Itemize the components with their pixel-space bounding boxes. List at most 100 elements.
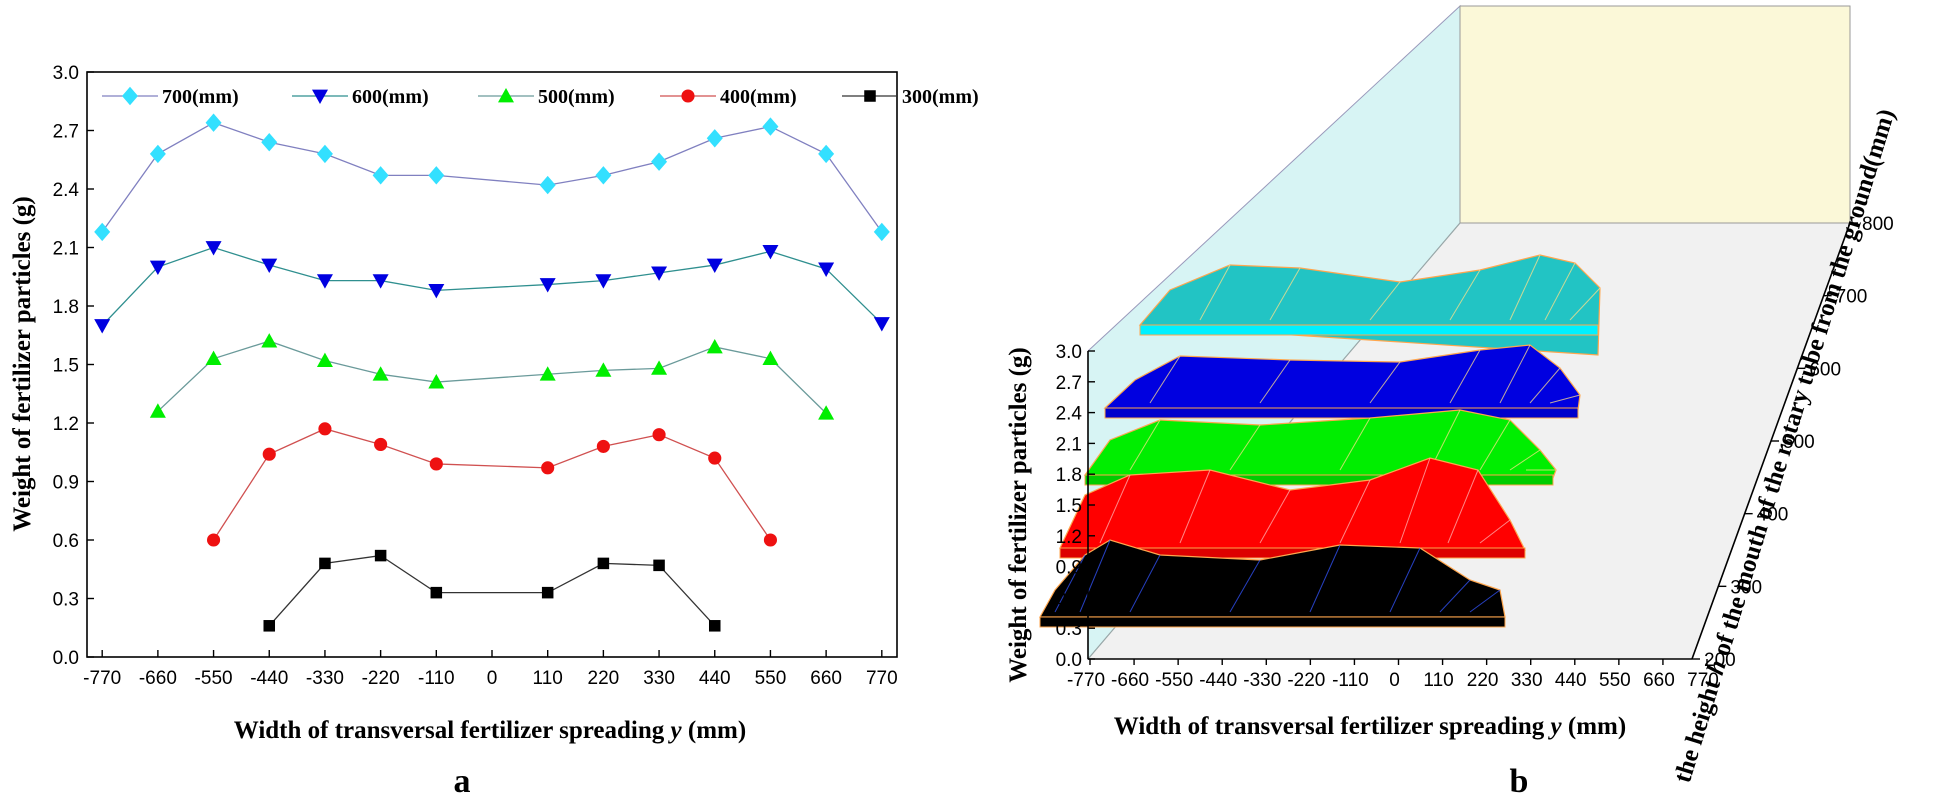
y-tick-label: 0.6 — [53, 531, 79, 552]
x-tick-label: -330 — [306, 668, 344, 689]
data-point — [94, 222, 111, 242]
surface-wire — [1509, 449, 1541, 471]
data-point — [149, 260, 166, 275]
surface-wire — [1149, 355, 1181, 404]
surface-wire — [1199, 264, 1231, 321]
z-tick-label: 600 — [1809, 359, 1841, 380]
x-tick-label: -550 — [195, 668, 233, 689]
data-point — [541, 586, 554, 599]
surface-700 — [1138, 254, 1601, 356]
surface-wire — [1529, 367, 1561, 404]
series-line — [268, 554, 716, 627]
panel-b-surfaces — [1038, 254, 1601, 628]
data-point — [149, 144, 166, 164]
data-point — [263, 620, 276, 632]
surface-wire — [1509, 254, 1541, 321]
x-tick-label: 110 — [1423, 670, 1453, 691]
x-tick-label: -770 — [83, 668, 121, 689]
surface-wire — [1447, 469, 1479, 544]
data-point — [596, 439, 610, 453]
y-tick-label: 1.2 — [53, 414, 79, 435]
x-tick-label: 660 — [1643, 670, 1675, 691]
panel-b-axes: 0.0 0.3 0.6 0.9 1.2 1.5 1.8 2.1 2.4 2.7 3.0 -770 -66… — [1056, 214, 1894, 691]
panel-a-legend: 700(mm) 600(mm) 500(mm) 400(mm) 300(mm) — [102, 86, 979, 108]
x-tick-label: -440 — [250, 668, 288, 689]
y-tick-label: 0.3 — [1056, 619, 1082, 640]
y-tick-label: 2.4 — [1056, 404, 1083, 425]
data-point — [318, 422, 332, 436]
y-tick-label: 1.2 — [1056, 527, 1082, 548]
series-line — [101, 246, 883, 326]
data-point — [428, 374, 445, 389]
data-point — [94, 319, 111, 334]
data-point — [539, 278, 556, 293]
y-tick-label: 0.0 — [53, 648, 79, 669]
panel-b-label: b — [1510, 763, 1529, 798]
surface-wire — [1479, 519, 1511, 544]
x-tick-label: -110 — [418, 668, 455, 689]
x-tick-label: 660 — [810, 668, 842, 689]
data-point — [122, 86, 138, 106]
legend-item: 400(mm) — [660, 86, 797, 108]
series-500(mm) — [149, 333, 835, 420]
legend-item: 600(mm) — [292, 86, 429, 108]
y-tick-label: 1.5 — [53, 356, 79, 377]
data-point — [818, 262, 835, 277]
panel-a-series — [94, 113, 890, 632]
data-point — [864, 90, 876, 102]
surface-wire — [1259, 489, 1291, 544]
x-tick-label: 220 — [588, 668, 620, 689]
data-point — [374, 437, 388, 452]
surface-wire — [1259, 359, 1291, 404]
panel-a-x-axis-title: Width of transversal fertilizer spreadin… — [234, 717, 746, 744]
data-point — [818, 405, 835, 420]
data-point — [498, 88, 514, 103]
y-tick-label: 0.0 — [1056, 650, 1082, 671]
x-tick-label: -330 — [1243, 670, 1281, 691]
data-point — [429, 457, 443, 471]
data-point — [312, 89, 328, 104]
surface-wire — [1369, 281, 1401, 321]
data-point — [541, 461, 555, 475]
x-tick-label: -550 — [1155, 670, 1193, 691]
data-point — [818, 144, 835, 164]
surface-wire — [1129, 554, 1161, 613]
x-tick-label: 110 — [533, 668, 563, 689]
data-point — [374, 549, 387, 562]
x-tick-label: 770 — [866, 668, 898, 689]
y-tick-label: 1.8 — [1056, 465, 1082, 486]
surface-wire — [1389, 547, 1421, 613]
surface-300 — [1038, 539, 1506, 628]
y-tick-label: 2.1 — [53, 239, 79, 260]
panel-b-chart: 0.0 0.3 0.6 0.9 1.2 1.5 1.8 2.1 2.4 2.7 3.0 -770 -66… — [1005, 4, 1900, 798]
data-point — [205, 350, 222, 366]
panel-a-y-axis-title: Weight of fertilizer particles (g) — [9, 196, 36, 532]
data-point — [316, 274, 333, 289]
y-tick-label: 2.4 — [53, 180, 80, 201]
x-tick-label: 0 — [487, 668, 498, 689]
data-point — [372, 166, 389, 185]
surface-wire — [1549, 394, 1581, 404]
data-point — [597, 557, 610, 570]
surface-wire — [1099, 474, 1131, 544]
series-line — [157, 340, 827, 414]
data-point — [681, 89, 695, 103]
z-tick-label: 400 — [1757, 505, 1789, 526]
x-tick-label: -660 — [139, 668, 177, 689]
data-point — [708, 620, 721, 632]
data-point — [762, 245, 779, 260]
surface-wire — [1229, 559, 1261, 613]
data-point — [651, 266, 668, 281]
y-tick-label: 2.7 — [53, 122, 79, 143]
x-tick-label: 0 — [1389, 670, 1400, 691]
data-point — [595, 166, 612, 185]
x-tick-label: -770 — [1067, 670, 1105, 691]
surface-wire — [1309, 544, 1341, 613]
z-tick-label: 200 — [1704, 650, 1736, 671]
surface-wire — [1449, 269, 1481, 321]
y-tick-label: 0.9 — [53, 473, 79, 494]
data-point — [430, 586, 443, 599]
series-600(mm) — [94, 241, 890, 334]
legend-label: 700(mm) — [162, 86, 239, 108]
x-tick-label: 550 — [1599, 670, 1631, 691]
